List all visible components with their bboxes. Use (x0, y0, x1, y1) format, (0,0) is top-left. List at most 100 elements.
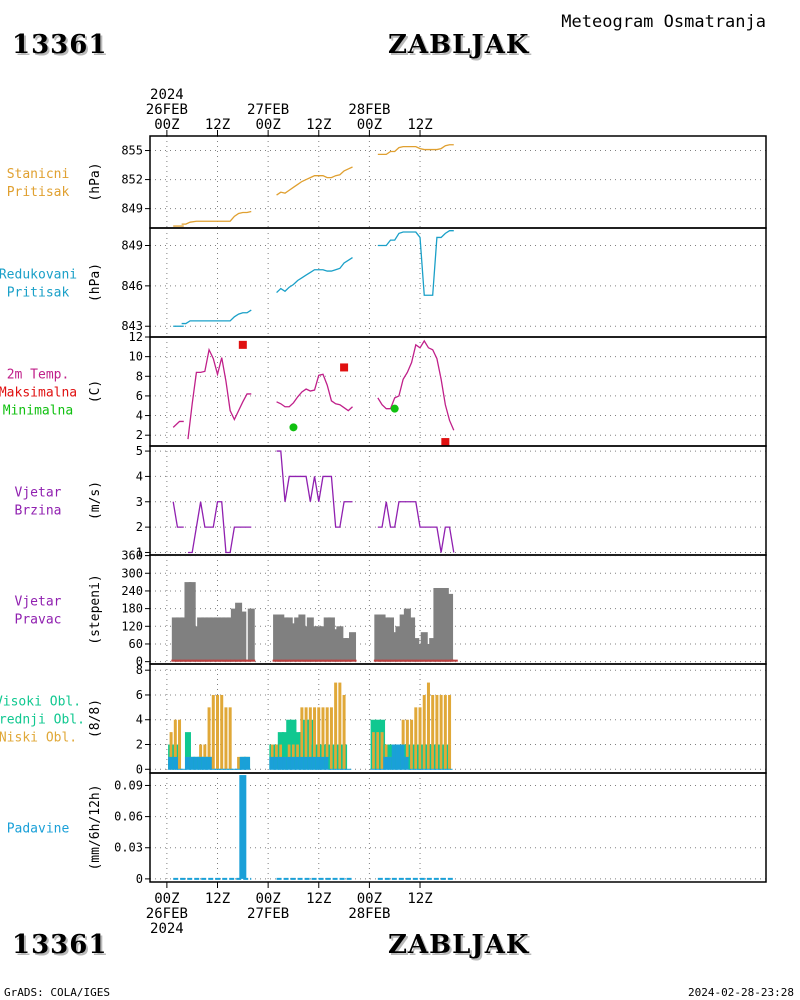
cloud-bar-low (207, 707, 211, 770)
ytick-label: 0.03 (114, 841, 143, 855)
cloud-bar-low (224, 707, 228, 770)
direction-bar (332, 629, 340, 662)
time-tick-label: 00Z (357, 117, 382, 133)
direction-bar (222, 617, 230, 662)
direction-bar (235, 602, 243, 662)
ytick-label: 240 (121, 584, 143, 598)
cloud-bar-mid (391, 744, 398, 770)
direction-bar (429, 638, 437, 662)
cloud-bar-mid (197, 756, 204, 770)
direction-bar (319, 626, 327, 662)
direction-bar (386, 617, 394, 662)
cloud-bar-mid (273, 756, 280, 770)
panel-name-label: Visoki Obl. (0, 695, 81, 710)
ytick-label: 2 (136, 428, 143, 442)
series-line (276, 450, 353, 528)
direction-bar (412, 638, 420, 662)
series-line (377, 144, 454, 156)
time-tick-label: 12Z (306, 891, 331, 907)
series-line (276, 257, 353, 294)
cloud-bar-low (334, 682, 338, 770)
time-tick-label: 12Z (205, 891, 230, 907)
time-tick-label: 28FEB (348, 102, 390, 118)
cloud-bar-mid (277, 756, 284, 770)
panel-name-label: Maksimalna (0, 386, 77, 401)
direction-bar (226, 617, 234, 662)
direction-bar (340, 638, 348, 662)
precip-bar (239, 775, 247, 879)
direction-bar (239, 611, 247, 662)
tmax-point (340, 363, 349, 372)
panel-frame (149, 135, 767, 229)
cloud-bar-mid (400, 744, 407, 770)
ytick-label: 4 (136, 469, 143, 483)
panel-name-label: 2m Temp. (7, 368, 70, 383)
station-name-top: ZABLJAK (388, 30, 530, 60)
time-tick-label: 00Z (154, 117, 179, 133)
direction-bar (327, 617, 335, 662)
series-line (181, 309, 252, 325)
station-id-bottom: 13361 (12, 930, 108, 960)
direction-bar (420, 632, 428, 662)
time-tick-label: 28FEB (348, 906, 390, 922)
ytick-label: 1 (136, 545, 143, 559)
ytick-label: 3 (136, 495, 143, 509)
ytick-label: 849 (121, 238, 143, 252)
panel-name-label: Vjetar (15, 595, 62, 610)
time-tick-label: 00Z (357, 891, 382, 907)
cloud-bar-low (321, 707, 325, 770)
cloud-bar-low (317, 707, 321, 770)
direction-bar (424, 643, 432, 662)
ytick-label: 0 (136, 872, 143, 886)
ytick-label: 4 (136, 409, 143, 423)
time-tick-label: 12Z (205, 117, 230, 133)
cloud-bar-mid (206, 756, 213, 770)
cloud-bar-low (237, 756, 241, 770)
station-name-bottom: ZABLJAK (388, 930, 530, 960)
panel-wind-direction: 0 60 120 180 240 300 360 (stepeni) Vjetar Pravac (15, 549, 767, 669)
panel-precipitation: 0 0.03 0.06 0.09 (mm/6h/12h) Padavine (7, 772, 767, 886)
cloud-bar-high (282, 732, 289, 770)
cloud-bar-mid (303, 756, 310, 770)
cloud-bar-low (308, 707, 312, 770)
cloud-bar-low (422, 694, 426, 770)
cloud-bar-low (220, 694, 224, 770)
direction-bar (349, 632, 357, 662)
direction-bar (391, 632, 399, 662)
time-tick-label: 12Z (407, 117, 432, 133)
series-line (181, 210, 252, 225)
series-line (377, 339, 455, 431)
panel-name-label: Vjetar (15, 486, 62, 501)
direction-bar (382, 617, 390, 662)
cloud-bar-mid (383, 756, 390, 770)
ytick-label: 120 (121, 619, 143, 633)
ytick-label: 0.09 (114, 778, 143, 792)
cloud-bar-low (376, 732, 380, 770)
ytick-label: 5 (136, 444, 143, 458)
panel-name-label: Redukovani (0, 268, 77, 283)
cloud-bar-low (325, 707, 329, 770)
cloud-bar-low (300, 707, 304, 770)
cloud-bar-low (342, 694, 346, 770)
cloud-bar-mid (244, 756, 251, 770)
direction-bar (306, 617, 314, 662)
panel-name-label: Padavine (7, 822, 70, 837)
direction-bar (336, 626, 344, 662)
cloud-bar-mid (239, 756, 246, 770)
cloud-bar-mid (172, 756, 179, 770)
direction-bar (374, 614, 382, 662)
panel-ylabel: (hPa) (88, 263, 103, 302)
cloud-bar-low (439, 694, 443, 770)
cloud-bar-mid (319, 756, 326, 770)
panel-reduced-pressure: 843 846 849 (hPa) Redukovani Pritisak (0, 227, 767, 338)
panel-frame (149, 663, 767, 774)
direction-bar (214, 617, 222, 662)
cloud-bar-mid (311, 756, 318, 770)
panel-name-label: Pritisak (7, 185, 70, 200)
direction-bar (315, 626, 323, 662)
ytick-label: 855 (121, 144, 143, 158)
direction-bar (289, 623, 297, 662)
ytick-label: 846 (121, 279, 143, 293)
ytick-label: 8 (136, 663, 143, 677)
direction-bar (176, 617, 184, 662)
